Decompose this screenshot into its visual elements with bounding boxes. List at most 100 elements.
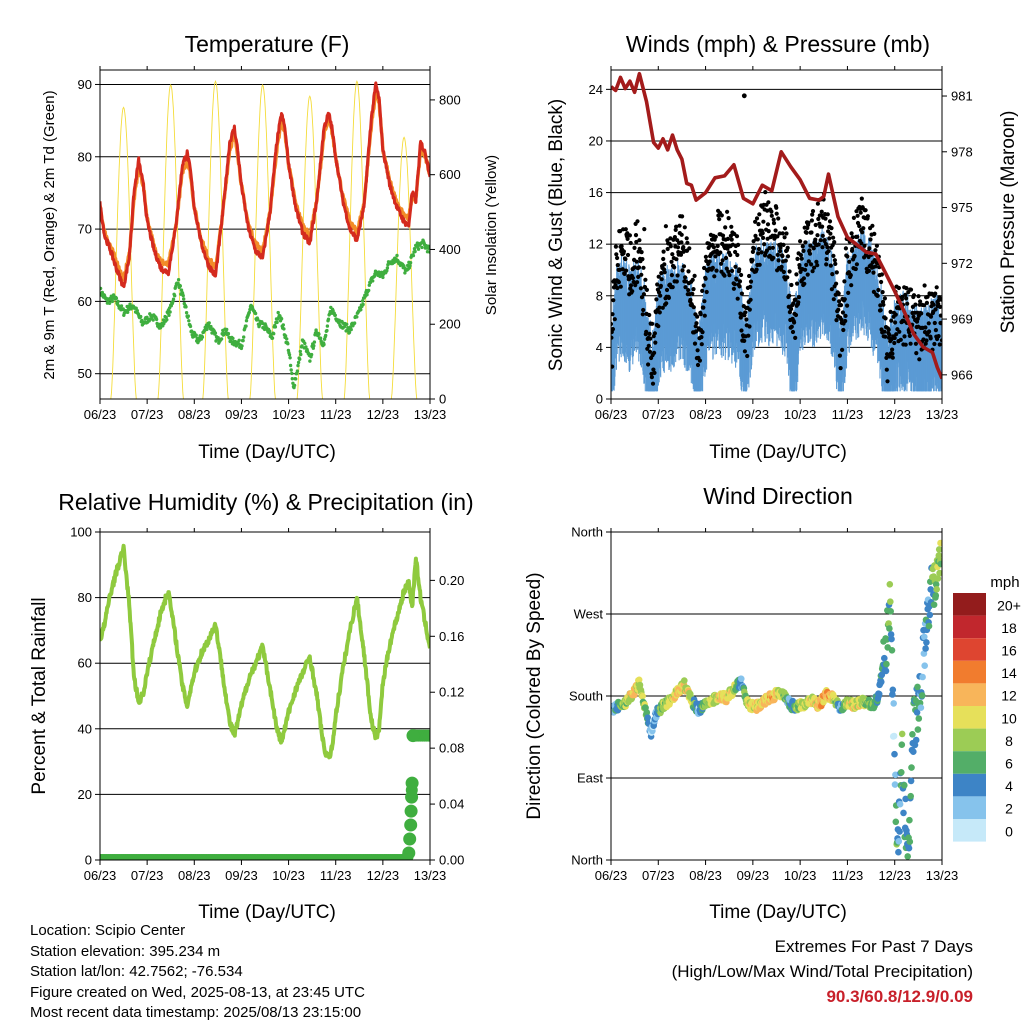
gust-point [829, 287, 835, 292]
gust-point [842, 279, 847, 284]
dewpoint-point [304, 345, 308, 349]
dewpoint-point [288, 356, 292, 360]
direction-point [927, 586, 934, 593]
gust-point [636, 265, 642, 270]
y-tick-label: North [571, 853, 603, 868]
gust-point [787, 269, 792, 274]
direction-point [888, 647, 896, 654]
y-tick-label: 90 [78, 77, 92, 92]
direction-point [930, 601, 938, 608]
gust-point [843, 313, 848, 318]
gust-point [669, 259, 674, 264]
gust-point [639, 250, 644, 255]
x-tick-label: 11/23 [320, 868, 352, 883]
rh-line [100, 543, 430, 760]
gust-point [865, 214, 871, 219]
direction-point [920, 650, 928, 657]
colorbar-label: 6 [1005, 756, 1013, 772]
x-tick-label: 13/23 [414, 407, 447, 422]
gust-point [635, 219, 640, 224]
dewpoint-point [171, 297, 176, 301]
gust-point [697, 358, 703, 363]
gust-point [647, 349, 653, 354]
direction-point [738, 675, 745, 683]
gust-point [808, 243, 813, 248]
gust-point [764, 248, 770, 253]
gust-point [659, 277, 664, 282]
station-elevation: Station elevation: 395.234 m [30, 942, 221, 960]
direction-point [913, 709, 921, 716]
gust-point [771, 217, 776, 222]
gust-point [917, 357, 922, 362]
y-tick-label: South [569, 689, 603, 704]
dewpoint-point [347, 330, 352, 335]
gust-point [857, 223, 862, 229]
solar-line [296, 95, 323, 399]
direction-point [912, 736, 920, 744]
temperature-y-label: 2m & 9m T (Red, Orange) & 2m Td (Green) [41, 90, 58, 379]
gust-point [854, 262, 860, 267]
gust-point [746, 333, 751, 338]
gust-point [810, 209, 816, 214]
gust-point [828, 263, 833, 268]
gust-point [900, 294, 905, 299]
direction-point [904, 853, 911, 860]
gust-point [664, 287, 670, 293]
gust-point [916, 294, 921, 299]
dewpoint-point [110, 299, 115, 304]
solar-line [157, 83, 184, 399]
gust-point [731, 286, 737, 291]
gust-point [665, 246, 670, 252]
direction-point [882, 667, 890, 675]
gust-point [866, 268, 872, 273]
direction-point [636, 681, 644, 689]
pressure-line [611, 71, 942, 380]
dewpoint-point [186, 314, 190, 318]
dewpoint-point [292, 383, 297, 388]
dewpoint-point [308, 359, 312, 363]
gust-point [650, 321, 655, 326]
direction-point [907, 792, 914, 800]
dewpoint-point [314, 328, 318, 332]
gust-point [838, 303, 844, 308]
gust-point [657, 305, 662, 310]
colorbar-swatch [953, 796, 986, 819]
gust-point [871, 270, 876, 275]
gust-point [750, 249, 756, 254]
gust-point [634, 259, 639, 264]
temperature-x-label: Time (Day/UTC) [198, 442, 336, 463]
plot-content [611, 71, 942, 392]
y-right-tick-label: 969 [951, 312, 973, 327]
gust-point [932, 341, 937, 347]
gust-point [661, 256, 666, 262]
dewpoint-point [268, 329, 272, 333]
colorbar-swatch [953, 706, 986, 729]
direction-point [914, 683, 921, 691]
direction-point [878, 678, 885, 686]
direction-point [925, 622, 933, 630]
gust-point [820, 224, 825, 229]
gust-point [702, 265, 707, 271]
gust-point [845, 303, 850, 308]
gust-point [707, 259, 712, 264]
gust-point [649, 375, 655, 380]
dewpoint-point [229, 339, 233, 343]
gust-point [905, 301, 910, 306]
colorbar-label: 18 [1001, 620, 1017, 636]
colorbar-label: 16 [1001, 643, 1017, 659]
y-right-tick-label: 978 [951, 144, 973, 159]
dewpoint-point [281, 323, 285, 327]
dewpoint-point [326, 317, 331, 321]
gust-point [674, 224, 679, 229]
plot-frame [99, 531, 431, 861]
station-info: Location: Scipio Center Station elevatio… [30, 921, 365, 1024]
gust-point [908, 287, 914, 292]
gust-point [811, 246, 816, 251]
colorbar-label: 2 [1005, 801, 1013, 817]
dewpoint-point [299, 352, 303, 357]
x-tick-label: 09/23 [225, 407, 258, 422]
direction-point [937, 560, 942, 568]
x-tick-label: 08/23 [178, 407, 211, 422]
direction-point [883, 660, 890, 668]
